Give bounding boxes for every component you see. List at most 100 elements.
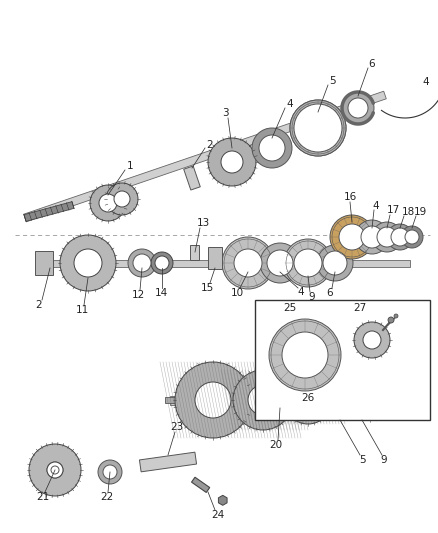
Text: 15: 15 <box>200 283 214 293</box>
Circle shape <box>269 319 341 391</box>
Circle shape <box>401 226 423 248</box>
Circle shape <box>195 382 231 418</box>
Circle shape <box>387 224 413 250</box>
Circle shape <box>47 462 63 478</box>
Circle shape <box>155 256 169 270</box>
Text: 21: 21 <box>36 492 49 502</box>
Circle shape <box>361 226 383 248</box>
Bar <box>139 452 197 472</box>
Circle shape <box>317 245 353 281</box>
Text: 20: 20 <box>269 440 283 450</box>
Circle shape <box>358 388 382 412</box>
Bar <box>208 247 222 269</box>
Circle shape <box>275 325 335 385</box>
Text: 25: 25 <box>283 303 297 313</box>
Text: 3: 3 <box>222 108 228 118</box>
Circle shape <box>348 98 368 118</box>
Circle shape <box>295 387 321 413</box>
Circle shape <box>332 390 352 410</box>
Bar <box>35 251 53 275</box>
Text: 16: 16 <box>343 192 357 202</box>
Circle shape <box>221 151 243 173</box>
Circle shape <box>260 243 300 283</box>
Circle shape <box>74 249 102 277</box>
Circle shape <box>151 252 173 274</box>
Text: 26: 26 <box>301 393 314 403</box>
Circle shape <box>388 317 394 323</box>
Circle shape <box>363 331 381 349</box>
Polygon shape <box>40 260 410 266</box>
Text: 27: 27 <box>353 303 367 313</box>
Polygon shape <box>170 395 400 405</box>
Text: 5: 5 <box>328 76 336 86</box>
Circle shape <box>323 251 347 275</box>
Text: 24: 24 <box>212 510 225 520</box>
Circle shape <box>133 254 151 272</box>
Circle shape <box>350 380 390 420</box>
Circle shape <box>342 92 374 124</box>
Circle shape <box>372 222 402 252</box>
Circle shape <box>248 385 278 415</box>
Circle shape <box>339 224 365 250</box>
Circle shape <box>51 466 59 474</box>
Circle shape <box>267 250 293 276</box>
Bar <box>190 245 199 260</box>
Circle shape <box>60 235 116 291</box>
Circle shape <box>294 104 342 152</box>
Circle shape <box>330 215 374 259</box>
Circle shape <box>29 444 81 496</box>
Circle shape <box>252 128 292 168</box>
Polygon shape <box>165 397 185 403</box>
Text: 6: 6 <box>369 59 375 69</box>
Circle shape <box>354 322 390 358</box>
Text: 23: 23 <box>170 422 184 432</box>
Circle shape <box>103 465 117 479</box>
Circle shape <box>114 191 130 207</box>
Circle shape <box>377 227 397 247</box>
Text: 4: 4 <box>287 99 293 109</box>
Text: 17: 17 <box>386 205 399 215</box>
Circle shape <box>259 135 285 161</box>
Circle shape <box>234 249 262 277</box>
Circle shape <box>98 460 122 484</box>
Circle shape <box>47 462 63 478</box>
Circle shape <box>294 249 322 277</box>
Polygon shape <box>380 398 402 402</box>
Circle shape <box>233 370 293 430</box>
Text: 4: 4 <box>423 77 429 87</box>
Text: 2: 2 <box>35 300 42 310</box>
Text: 22: 22 <box>100 492 113 502</box>
Text: 9: 9 <box>309 292 315 302</box>
Circle shape <box>290 100 346 156</box>
Text: 19: 19 <box>413 207 427 217</box>
Circle shape <box>355 220 389 254</box>
Circle shape <box>282 332 328 378</box>
Text: 4: 4 <box>298 287 304 297</box>
Text: 5: 5 <box>359 455 365 465</box>
Circle shape <box>284 239 332 287</box>
Text: 14: 14 <box>154 288 168 298</box>
Bar <box>184 166 200 190</box>
Circle shape <box>284 376 332 424</box>
Circle shape <box>90 185 126 221</box>
Text: 11: 11 <box>75 305 88 315</box>
Text: 6: 6 <box>327 288 333 298</box>
Circle shape <box>290 100 346 156</box>
Text: 13: 13 <box>196 218 210 228</box>
Circle shape <box>128 249 156 277</box>
Circle shape <box>405 230 419 244</box>
Text: 4: 4 <box>373 201 379 211</box>
Text: 12: 12 <box>131 290 145 300</box>
Circle shape <box>99 194 117 212</box>
Circle shape <box>301 111 335 145</box>
Circle shape <box>208 138 256 186</box>
Bar <box>255 300 430 420</box>
Circle shape <box>269 319 341 391</box>
Circle shape <box>175 362 251 438</box>
Text: 18: 18 <box>401 207 415 217</box>
Bar <box>191 477 210 492</box>
Circle shape <box>327 385 357 415</box>
Circle shape <box>106 183 138 215</box>
Circle shape <box>222 237 274 289</box>
Text: 1: 1 <box>127 161 133 171</box>
